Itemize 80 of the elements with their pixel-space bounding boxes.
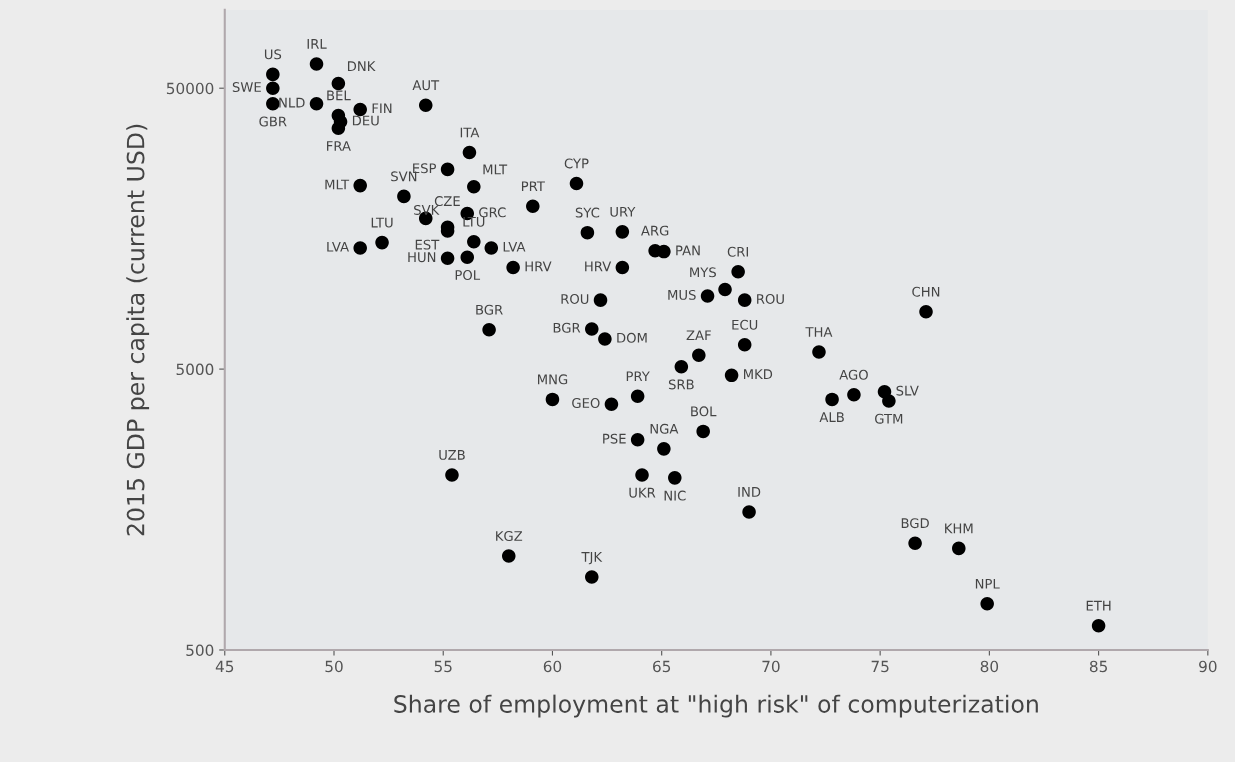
annotation: CHN bbox=[912, 286, 940, 297]
annotation: CYP bbox=[564, 158, 589, 169]
annotation: ECU bbox=[732, 319, 758, 330]
annotation: FIN bbox=[372, 103, 392, 114]
annotation: US bbox=[264, 49, 282, 60]
annotation: SYC bbox=[575, 207, 600, 218]
annotation: MUS bbox=[668, 289, 696, 300]
annotation: AGO bbox=[839, 369, 868, 380]
annotation: KHM bbox=[945, 523, 973, 534]
annotation: DOM bbox=[617, 332, 647, 343]
annotation: NPL bbox=[975, 578, 1000, 589]
annotation: ARG bbox=[641, 225, 669, 236]
annotation: DEU bbox=[352, 115, 379, 126]
annotation: UKR bbox=[629, 487, 656, 498]
annotation: GEO bbox=[572, 398, 600, 409]
x-axis-title: Share of employment at "high risk" of computerization bbox=[394, 694, 1038, 718]
annotation: GTM bbox=[875, 413, 903, 424]
annotation: LVA bbox=[503, 241, 526, 252]
annotation: PRY bbox=[626, 371, 650, 382]
annotation: BGR bbox=[553, 322, 581, 333]
x-tick-label: 80 bbox=[980, 660, 999, 673]
annotation: IRL bbox=[307, 39, 327, 49]
x-tick-label: 75 bbox=[871, 660, 889, 673]
annotation: SLV bbox=[896, 385, 919, 396]
annotation: NLD bbox=[279, 97, 305, 108]
annotation: LVA bbox=[327, 241, 349, 252]
annotation: MLT bbox=[325, 179, 350, 190]
annotation: ALB bbox=[819, 412, 844, 422]
annotation: ETH bbox=[1086, 600, 1111, 611]
x-tick-label: 70 bbox=[762, 660, 780, 673]
y-tick-label: 50000 bbox=[166, 82, 214, 95]
x-tick-label: 55 bbox=[434, 660, 452, 673]
annotation: IND bbox=[738, 487, 761, 497]
x-tick-label: 85 bbox=[1089, 660, 1107, 673]
annotation: LTU bbox=[463, 216, 485, 227]
annotation: BEL bbox=[327, 90, 351, 101]
annotation: ITA bbox=[460, 127, 480, 138]
annotation: SRB bbox=[668, 379, 694, 390]
annotation: POL bbox=[455, 270, 481, 281]
annotation: HRV bbox=[525, 261, 552, 272]
annotation: GRC bbox=[479, 207, 506, 218]
annotation: PRT bbox=[521, 181, 545, 191]
annotation: UZB bbox=[439, 450, 465, 460]
annotation: MYS bbox=[690, 267, 716, 278]
annotation: TJK bbox=[581, 552, 603, 565]
annotation: PAN bbox=[676, 245, 700, 256]
annotation: NIC bbox=[664, 490, 686, 501]
annotation: ROU bbox=[757, 293, 784, 304]
annotation: HRV bbox=[585, 261, 612, 272]
annotation: MKD bbox=[744, 369, 773, 379]
x-tick-label: 65 bbox=[653, 660, 671, 673]
annotation: DNK bbox=[348, 61, 376, 71]
annotation: MNG bbox=[538, 374, 568, 385]
annotation: ZAF bbox=[686, 330, 711, 341]
x-tick-label: 60 bbox=[543, 660, 562, 673]
x-tick-label: 50 bbox=[325, 660, 343, 673]
annotation: HUN bbox=[408, 252, 436, 263]
annotation: BGR bbox=[476, 304, 503, 315]
annotation: FRA bbox=[327, 141, 351, 151]
annotation: THA bbox=[805, 327, 833, 337]
annotation: ROU bbox=[561, 293, 589, 304]
annotation: CRI bbox=[727, 246, 748, 257]
annotation: KGZ bbox=[496, 531, 523, 541]
annotation: BGD bbox=[901, 518, 929, 529]
annotation: URY bbox=[610, 207, 636, 217]
annotation: NGA bbox=[650, 423, 679, 434]
annotation: CZE bbox=[434, 196, 460, 207]
annotation: AUT bbox=[412, 80, 440, 91]
y-tick-label: 5000 bbox=[176, 363, 214, 376]
annotation: BOL bbox=[691, 406, 717, 417]
y-axis-title: 2015 GDP per capita (current USD) bbox=[126, 124, 150, 536]
annotation: MLT bbox=[483, 164, 508, 175]
annotation: LTU bbox=[371, 217, 393, 228]
x-tick-label: 90 bbox=[1199, 660, 1217, 673]
annotation: SWE bbox=[232, 82, 261, 93]
y-tick-label: 500 bbox=[186, 644, 214, 657]
x-tick-label: 45 bbox=[215, 660, 234, 673]
annotation: PSE bbox=[603, 433, 626, 444]
annotation: EST bbox=[415, 239, 440, 250]
annotation: GBR bbox=[259, 116, 287, 127]
